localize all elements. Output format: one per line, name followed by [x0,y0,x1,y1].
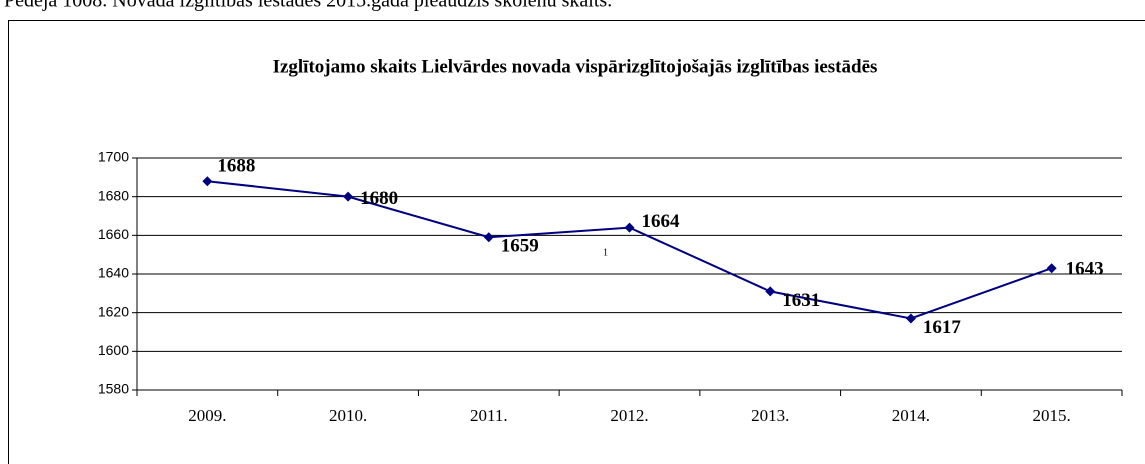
data-label: 1617 [923,317,962,338]
data-line [207,180,1052,320]
data-point [202,176,213,187]
y-tick-label: 1660 [98,226,129,242]
y-tick-label: 1600 [98,342,129,358]
data-label: 1680 [360,188,398,209]
data-point [624,222,635,233]
y-tick-label: 1620 [98,303,129,319]
data-label: 1659 [501,236,539,257]
x-tick-label: 2013. [751,406,789,425]
x-tick-label: 2011. [470,406,508,425]
chart-frame [8,20,1145,464]
header-text: Pēdējā 1008. Novada izglītības iestādes … [4,0,612,12]
x-tick-label: 2014. [892,406,930,425]
chart-title: Izglītojamo skaits Lielvārdes novada vis… [273,56,878,77]
data-point [765,286,776,297]
data-label: 1631 [782,290,820,311]
y-tick-label: 1580 [98,381,129,397]
x-tick-label: 2015. [1033,406,1071,425]
data-point [343,191,354,202]
x-tick-label: 2012. [610,406,648,425]
y-tick-label: 1640 [98,265,129,281]
data-point [905,313,916,324]
annotation: 1 [603,247,608,258]
y-tick-label: 1680 [98,187,129,203]
y-tick-label: 1700 [98,149,129,165]
data-label: 1643 [1066,259,1104,280]
data-label: 1664 [642,211,681,232]
x-tick-label: 2009. [188,406,226,425]
x-tick-label: 2010. [329,406,367,425]
data-point [483,232,494,243]
data-point [1046,263,1057,274]
data-label: 1688 [217,156,255,177]
